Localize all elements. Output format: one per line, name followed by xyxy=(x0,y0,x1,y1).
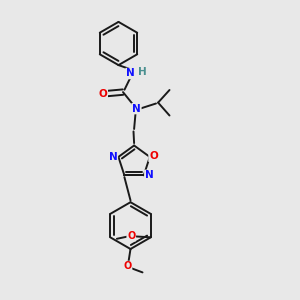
Text: O: O xyxy=(123,261,132,272)
Text: O: O xyxy=(98,88,107,99)
Text: H: H xyxy=(137,67,146,77)
Text: N: N xyxy=(132,103,141,114)
Text: N: N xyxy=(109,152,117,162)
Text: O: O xyxy=(149,151,158,161)
Text: O: O xyxy=(127,231,135,241)
Text: N: N xyxy=(145,170,154,180)
Text: N: N xyxy=(126,68,135,79)
